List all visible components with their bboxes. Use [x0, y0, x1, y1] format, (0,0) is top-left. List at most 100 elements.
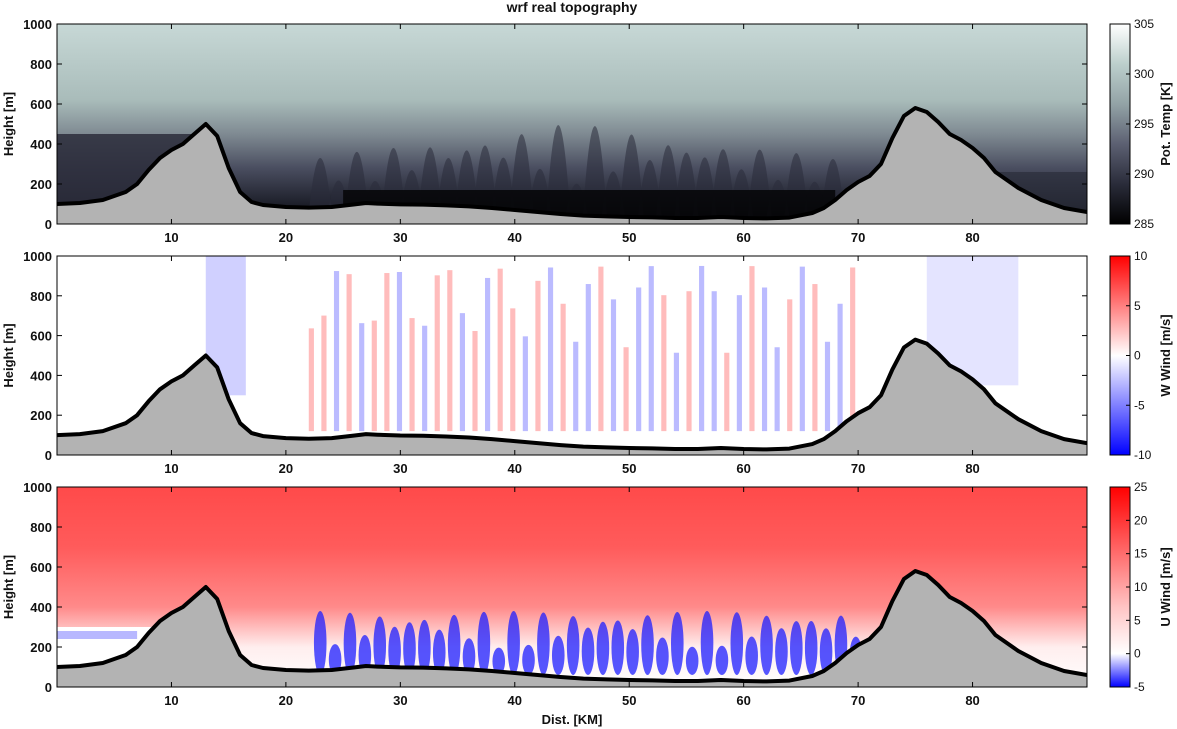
reversal-cell	[447, 614, 461, 675]
reversal-cell	[715, 645, 729, 675]
w-stripe	[434, 275, 440, 432]
x-tick-label: 40	[508, 693, 522, 708]
y-tick-label: 800	[30, 520, 52, 535]
reversal-cell	[388, 626, 401, 675]
reversal-cell	[566, 616, 580, 675]
w-stripe	[308, 328, 314, 432]
colorbar-label: W Wind [m/s]	[1158, 314, 1173, 396]
colorbar-tick-label: 20	[1134, 513, 1148, 527]
reversal-cell	[656, 637, 669, 675]
w-stripe	[686, 291, 692, 432]
reversal-cell	[403, 622, 416, 675]
panel-2: 10 20 30 40 50 60 70 8002004006008001000Height …	[1, 249, 1088, 476]
colorbar-label: U Wind [m/s]	[1158, 547, 1173, 626]
x-tick-label: 80	[965, 461, 979, 476]
w-stripe	[711, 291, 717, 432]
reversal-cell	[477, 611, 491, 675]
w-stripe	[371, 320, 377, 432]
panel-1: 10 20 30 40 50 60 70 8002004006008001000Height …	[1, 17, 1088, 245]
axes-frame	[56, 255, 1088, 456]
plot-area	[57, 487, 1087, 687]
w-stripe	[522, 336, 528, 432]
reversal-cell	[492, 647, 506, 675]
y-tick-label: 0	[45, 448, 52, 463]
x-tick-label: 10	[164, 693, 178, 708]
w-stripe	[610, 299, 617, 432]
x-tick-label: 80	[965, 230, 979, 245]
reversal-cell	[507, 611, 520, 675]
w-stripe	[346, 274, 352, 432]
reversal-cell	[581, 627, 595, 675]
w-stripe	[724, 352, 730, 432]
w-stripe	[384, 273, 390, 432]
x-tick-label: 50	[622, 461, 636, 476]
reversal-cell	[537, 612, 550, 675]
w-stripe	[774, 347, 780, 432]
w-stripe	[623, 347, 629, 432]
reversal-cell	[418, 619, 431, 675]
colorbar-tick-label: 290	[1134, 167, 1154, 181]
y-axis-label: Height [m]	[1, 555, 16, 619]
w-stripe	[535, 280, 541, 432]
terrain-outline	[57, 337, 1087, 452]
y-tick-label: 400	[30, 137, 52, 152]
w-stripe	[749, 266, 755, 432]
w-stripe	[661, 295, 667, 432]
w-stripe	[359, 323, 365, 432]
colorbar-tick-label: 10	[1134, 249, 1148, 263]
colorbar-tick-label: -10	[1134, 448, 1152, 462]
w-stripe	[321, 315, 327, 432]
colorbar-tick-label: 305	[1134, 17, 1154, 31]
colorbar-tick-label: 285	[1134, 217, 1154, 231]
x-tick-label: 20	[279, 461, 293, 476]
x-tick-label: 50	[622, 693, 636, 708]
x-tick-label: 30	[393, 230, 407, 245]
reversal-cell	[670, 612, 684, 676]
y-tick-label: 0	[45, 217, 52, 232]
y-tick-label: 1000	[23, 249, 52, 264]
w-stripe	[447, 270, 453, 432]
reversal-cell	[522, 644, 535, 676]
terrain-outline	[57, 106, 1087, 221]
w-stripe	[585, 284, 591, 432]
x-tick-label: 50	[622, 230, 636, 245]
w-stripe	[409, 318, 415, 432]
x-tick-label: 20	[279, 693, 293, 708]
x-tick-label: 10	[164, 461, 178, 476]
plot-area	[57, 24, 1087, 224]
w-stripe	[850, 267, 856, 432]
colorbar-tick-label: 300	[1134, 67, 1154, 81]
y-tick-label: 200	[30, 408, 52, 423]
w-stripe	[799, 266, 805, 432]
w-stripe	[673, 352, 680, 432]
panel-3: 10 20 30 40 50 60 70 8002004006008001000Height …	[1, 480, 1088, 708]
y-tick-label: 1000	[23, 17, 52, 32]
w-stripe	[472, 330, 478, 432]
colorbar-tick-label: 15	[1134, 547, 1148, 561]
y-tick-label: 600	[30, 329, 52, 344]
reversal-cell	[775, 628, 788, 675]
w-stripe	[761, 287, 768, 432]
colorbar-tick-label: 5	[1134, 299, 1141, 313]
reversal-cell	[819, 628, 833, 675]
colorbar-tick-label: 0	[1134, 647, 1141, 661]
x-tick-label: 30	[393, 461, 407, 476]
w-stripe	[510, 308, 516, 432]
w-stripe	[787, 299, 793, 432]
colorbar-tick-label: -5	[1134, 398, 1145, 412]
reversal-cell	[790, 621, 803, 675]
plot-area	[57, 256, 1087, 455]
reversal-cell	[760, 615, 773, 675]
reversal-cell	[730, 612, 744, 675]
terrain-outline	[57, 569, 1087, 684]
w-stripe	[636, 287, 642, 432]
colorbar-tick-label: 0	[1134, 349, 1141, 363]
axes-frame	[56, 486, 1088, 688]
reversal-cell	[804, 621, 818, 676]
reversal-cell	[700, 611, 714, 675]
w-stripe	[736, 295, 742, 432]
w-stripe	[824, 341, 831, 432]
w-stripe	[333, 271, 340, 432]
x-axis-label: Dist. [KM]	[542, 712, 603, 727]
